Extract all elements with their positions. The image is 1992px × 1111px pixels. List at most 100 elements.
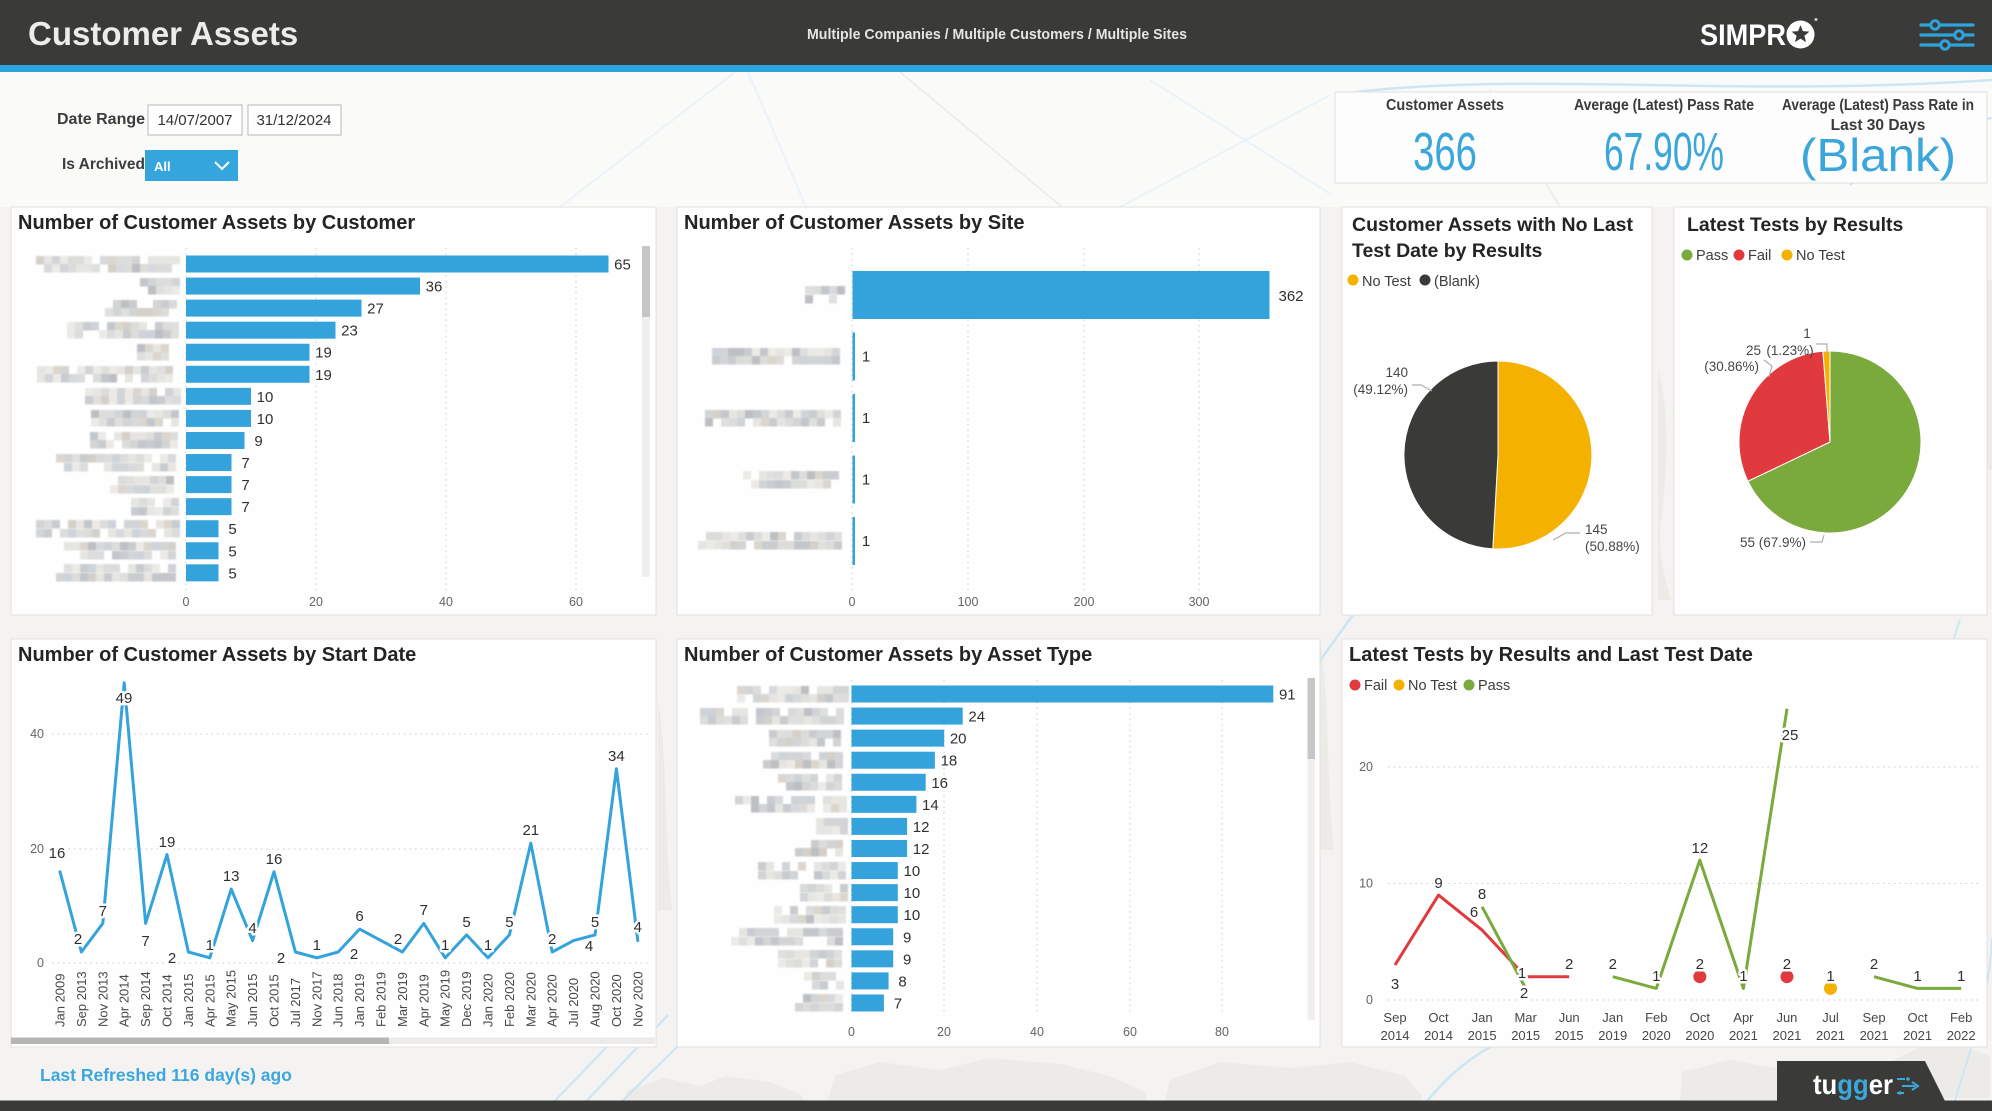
svg-text:31/12/2024: 31/12/2024 — [256, 112, 331, 129]
svg-text:14: 14 — [922, 797, 939, 814]
svg-text:Number of Customer Assets by S: Number of Customer Assets by Start Date — [18, 644, 416, 666]
svg-text:Mar 2020: Mar 2020 — [523, 972, 538, 1027]
svg-text:2: 2 — [1696, 956, 1704, 973]
svg-text:Apr 2014: Apr 2014 — [117, 974, 132, 1027]
svg-text:1: 1 — [484, 937, 492, 954]
svg-text:Apr 2020: Apr 2020 — [545, 974, 560, 1027]
svg-text:Oct: Oct — [1428, 1010, 1449, 1025]
svg-text:55 (67.9%): 55 (67.9%) — [1740, 535, 1806, 550]
svg-text:Jul 2020: Jul 2020 — [566, 978, 581, 1027]
svg-text:10: 10 — [1359, 877, 1373, 891]
svg-text:2014: 2014 — [1424, 1028, 1453, 1043]
svg-text:0: 0 — [848, 1025, 855, 1039]
svg-text:16: 16 — [49, 845, 66, 862]
svg-text:2: 2 — [74, 931, 82, 948]
svg-text:7: 7 — [894, 995, 902, 1012]
svg-text:2: 2 — [1565, 956, 1573, 973]
svg-text:2021: 2021 — [1772, 1028, 1801, 1043]
svg-text:Date Range: Date Range — [57, 111, 145, 128]
svg-text:23: 23 — [341, 323, 358, 340]
svg-text:Feb: Feb — [1950, 1010, 1972, 1025]
svg-text:300: 300 — [1189, 595, 1210, 609]
svg-text:Jul 2017: Jul 2017 — [288, 978, 303, 1027]
svg-text:80: 80 — [1215, 1025, 1229, 1039]
svg-text:145: 145 — [1585, 522, 1608, 537]
svg-text:SIMPR: SIMPR — [1700, 19, 1786, 52]
svg-text:Nov 2013: Nov 2013 — [95, 971, 110, 1027]
svg-text:6: 6 — [1470, 904, 1478, 921]
svg-text:Is Archived: Is Archived — [62, 156, 145, 173]
svg-text:1: 1 — [1803, 326, 1811, 341]
svg-text:(1.23%): (1.23%) — [1766, 343, 1813, 358]
svg-text:4: 4 — [634, 919, 642, 936]
svg-text:Sep 2013: Sep 2013 — [74, 971, 89, 1027]
svg-text:20: 20 — [950, 731, 967, 748]
svg-text:Feb 2019: Feb 2019 — [374, 972, 389, 1027]
svg-text:Fail: Fail — [1364, 678, 1387, 694]
svg-text:20: 20 — [1359, 760, 1373, 774]
svg-text:Jan 2020: Jan 2020 — [481, 974, 496, 1028]
svg-text:2022: 2022 — [1947, 1028, 1976, 1043]
svg-text:tugger: tugger — [1813, 1069, 1893, 1100]
svg-text:27: 27 — [367, 301, 384, 318]
svg-text:1: 1 — [1957, 968, 1965, 985]
svg-text:Mar: Mar — [1514, 1010, 1537, 1025]
svg-text:34: 34 — [608, 748, 625, 765]
svg-text:1: 1 — [1739, 968, 1747, 985]
svg-text:Oct 2015: Oct 2015 — [267, 974, 282, 1027]
svg-text:2015: 2015 — [1468, 1028, 1497, 1043]
svg-text:0: 0 — [849, 595, 856, 609]
svg-text:140: 140 — [1385, 365, 1408, 380]
svg-text:2: 2 — [1609, 956, 1617, 973]
svg-text:16: 16 — [931, 775, 948, 792]
svg-text:40: 40 — [30, 727, 44, 741]
svg-text:7: 7 — [420, 902, 428, 919]
svg-text:5: 5 — [228, 521, 236, 538]
svg-text:60: 60 — [1123, 1025, 1137, 1039]
svg-text:1: 1 — [1913, 968, 1921, 985]
svg-text:Aug 2020: Aug 2020 — [588, 971, 603, 1027]
svg-text:12: 12 — [1692, 840, 1709, 857]
svg-text:(49.12%): (49.12%) — [1353, 382, 1408, 397]
svg-text:10: 10 — [904, 863, 921, 880]
svg-text:2021: 2021 — [1816, 1028, 1845, 1043]
svg-text:7: 7 — [99, 903, 107, 920]
svg-text:9: 9 — [254, 433, 262, 450]
svg-text:18: 18 — [941, 753, 958, 770]
svg-text:Jul: Jul — [1822, 1010, 1839, 1025]
svg-text:24: 24 — [968, 709, 985, 726]
svg-text:2: 2 — [350, 946, 358, 963]
svg-text:5: 5 — [505, 914, 513, 931]
svg-text:7: 7 — [241, 477, 249, 494]
svg-text:Customer Assets with No Last: Customer Assets with No Last — [1352, 214, 1634, 236]
svg-text:60: 60 — [569, 595, 583, 609]
svg-text:9: 9 — [1434, 875, 1442, 892]
svg-text:20: 20 — [30, 842, 44, 856]
svg-text:Pass: Pass — [1478, 678, 1510, 694]
svg-text:1: 1 — [862, 410, 870, 427]
svg-text:10: 10 — [904, 885, 921, 902]
svg-text:200: 200 — [1074, 595, 1095, 609]
svg-text:Number of Customer Assets by A: Number of Customer Assets by Asset Type — [684, 644, 1092, 666]
svg-text:8: 8 — [1478, 886, 1486, 903]
svg-text:5: 5 — [591, 914, 599, 931]
svg-text:2014: 2014 — [1381, 1028, 1410, 1043]
svg-text:12: 12 — [913, 819, 930, 836]
svg-text:(50.88%): (50.88%) — [1585, 539, 1640, 554]
svg-text:2020: 2020 — [1642, 1028, 1671, 1043]
svg-text:49: 49 — [116, 690, 133, 707]
svg-text:10: 10 — [904, 907, 921, 924]
svg-text:40: 40 — [1030, 1025, 1044, 1039]
svg-text:7: 7 — [241, 455, 249, 472]
svg-text:Jan 2009: Jan 2009 — [53, 974, 68, 1028]
svg-text:36: 36 — [426, 279, 443, 296]
svg-text:67.90%: 67.90% — [1604, 122, 1724, 182]
svg-text:Jan 2015: Jan 2015 — [181, 974, 196, 1028]
svg-text:Customer Assets: Customer Assets — [1386, 97, 1504, 114]
svg-text:366: 366 — [1413, 122, 1477, 182]
svg-text:2: 2 — [1870, 956, 1878, 973]
svg-text:All: All — [154, 159, 171, 174]
svg-text:2020: 2020 — [1685, 1028, 1714, 1043]
svg-text:1: 1 — [862, 533, 870, 550]
svg-text:2: 2 — [277, 950, 285, 967]
